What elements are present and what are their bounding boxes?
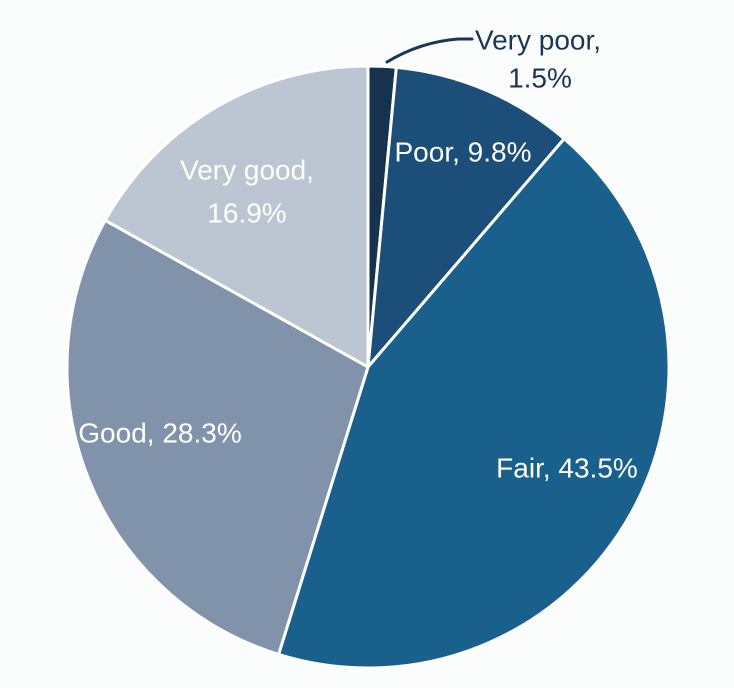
pie-slice-good [65, 218, 370, 656]
pie-label-very-good-line2: 16.9% [207, 198, 286, 229]
pie-label-very-poor-line1: Very poor, [475, 25, 601, 56]
pie-label-very-poor-line2: 1.5% [508, 63, 572, 94]
pie-slice-poor [366, 65, 566, 369]
pie-slice-fair [277, 137, 671, 670]
pie-label-good: Good, 28.3% [78, 418, 241, 449]
pie-label-very-good-line1: Very good, [180, 155, 314, 186]
callout-leader-line-very-poor [385, 37, 474, 64]
pie-label-fair: Fair, 43.5% [496, 453, 638, 484]
pie-slice-very-good [103, 64, 370, 369]
pie-label-poor: Poor, 9.8% [395, 137, 532, 168]
